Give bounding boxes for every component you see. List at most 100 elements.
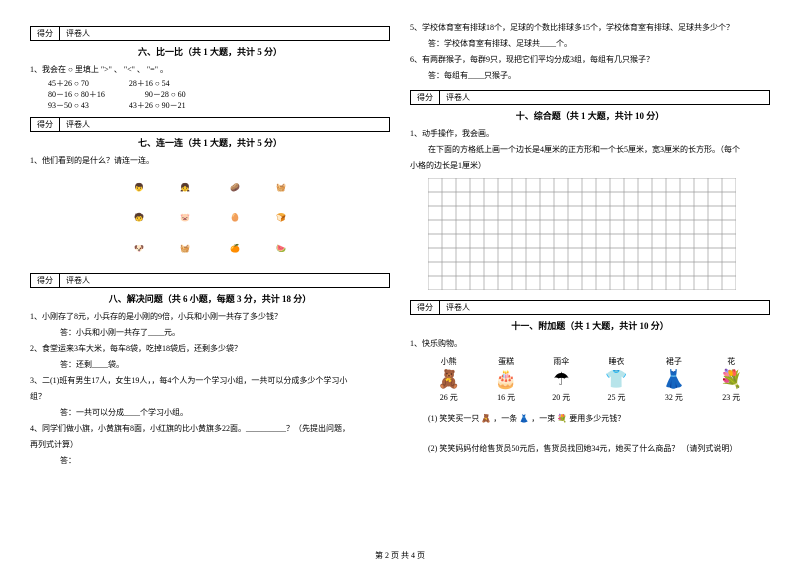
q11-sub1: (1) 笑笑买一只 🧸 ，一条 👗 ，一束 💐 要用多少元钱？ — [410, 413, 770, 425]
section-6-title: 六、比一比（共 1 大题，共计 5 分） — [30, 45, 390, 58]
page-footer: 第 2 页 共 4 页 — [0, 548, 800, 565]
shop-item-icon: 🧸 — [437, 369, 459, 390]
score-box-7: 得分 评卷人 — [30, 117, 390, 132]
match-icon: 🐶 — [117, 234, 161, 263]
page-body: 得分 评卷人 六、比一比（共 1 大题，共计 5 分） 1、我会在 ○ 里填上 … — [0, 0, 800, 548]
q8-4b: 再列式计算） — [30, 439, 390, 451]
q11-stem: 1、快乐购物。 — [410, 338, 770, 350]
section-7-title: 七、连一连（共 1 大题，共计 5 分） — [30, 136, 390, 149]
inline-icon: 🧸 — [481, 414, 491, 423]
inline-icon: 💐 — [557, 414, 567, 423]
score-label: 得分 — [31, 118, 60, 131]
expr: 45＋26 ○ 70 — [48, 78, 89, 89]
q6-row1: 45＋26 ○ 70 28＋16 ○ 54 — [30, 78, 390, 89]
q8-3b: 组？ — [30, 391, 390, 403]
r-q6-ans: 答：每组有____只猴子。 — [410, 70, 770, 82]
expr: 90－28 ○ 60 — [145, 89, 186, 100]
score-box-6: 得分 评卷人 — [30, 26, 390, 41]
q10-l1: 在下面的方格纸上画一个边长是4厘米的正方形和一个长5厘米，宽3厘米的长方形。（每… — [410, 144, 770, 156]
match-icon: 🍊 — [213, 234, 257, 263]
score-box-8: 得分 评卷人 — [30, 273, 390, 288]
right-column: 5、学校体育室有排球18个，足球的个数比排球多15个，学校体育室有排球、足球共多… — [410, 20, 770, 544]
match-icon: 👦 — [117, 173, 161, 202]
score-box-10: 得分 评卷人 — [410, 90, 770, 105]
q7-right-cluster: 🥔 🧺 🥚 🍞 🍊 🍉 — [213, 173, 303, 263]
q8-1-ans: 答：小兵和小刚一共存了____元。 — [30, 327, 390, 339]
q7-left-cluster: 👦 👧 🧒 🐷 🐶 🧺 — [117, 173, 207, 263]
grid-paper — [428, 178, 736, 290]
r-q5: 5、学校体育室有排球18个，足球的个数比排球多15个，学校体育室有排球、足球共多… — [410, 22, 770, 34]
score-label: 得分 — [411, 91, 440, 104]
shop-item-name: 睡衣 — [608, 356, 624, 367]
q7-stem: 1、他们看到的是什么？请连一连。 — [30, 155, 390, 167]
text: ，一条 — [493, 414, 517, 423]
shop-item-icon: ☂ — [553, 369, 569, 390]
shop-item-price: 26 元 — [440, 392, 458, 403]
expr: 28＋16 ○ 54 — [129, 78, 170, 89]
shop-item-name: 蛋糕 — [498, 356, 514, 367]
match-icon: 🍉 — [259, 234, 303, 263]
section-8-title: 八、解决问题（共 6 小题，每题 3 分，共计 18 分） — [30, 292, 390, 305]
match-icon: 🧒 — [117, 204, 161, 233]
shop-item-price: 20 元 — [552, 392, 570, 403]
q6-row2: 80－16 ○ 80＋16 90－28 ○ 60 — [30, 89, 390, 100]
shop-item-price: 32 元 — [665, 392, 683, 403]
reviewer-label: 评卷人 — [60, 27, 96, 40]
shop-item-icon: 👕 — [605, 369, 627, 390]
r-q6: 6、有两群猴子，每群9只，现把它们平均分成3组，每组有几只猴子？ — [410, 54, 770, 66]
shop-item-icon: 💐 — [720, 369, 742, 390]
q7-image: 👦 👧 🧒 🐷 🐶 🧺 🥔 🧺 🥚 🍞 🍊 🍉 — [110, 173, 310, 263]
section-11-title: 十一、附加题（共 1 大题，共计 10 分） — [410, 319, 770, 332]
q10-l2: 小格的边长是1厘米） — [410, 160, 770, 172]
match-icon: 🧺 — [163, 234, 207, 263]
shop-item-name: 花 — [727, 356, 735, 367]
match-icon: 👧 — [163, 173, 207, 202]
match-icon: 🐷 — [163, 204, 207, 233]
shop-item: 花 💐 23 元 — [720, 356, 742, 403]
score-label: 得分 — [31, 274, 60, 287]
shop-item-name: 裙子 — [666, 356, 682, 367]
reviewer-label: 评卷人 — [440, 91, 476, 104]
shop-item-name: 小熊 — [441, 356, 457, 367]
expr: 80－16 ○ 80＋16 — [48, 89, 105, 100]
match-icon: 🥚 — [213, 204, 257, 233]
section-10-title: 十、综合题（共 1 大题，共计 10 分） — [410, 109, 770, 122]
r-q5-ans: 答：学校体育室有排球、足球共____个。 — [410, 38, 770, 50]
score-label: 得分 — [31, 27, 60, 40]
score-box-11: 得分 评卷人 — [410, 300, 770, 315]
q8-4a: 4、同学们做小旗，小黄旗有8面，小红旗的比小黄旗多22面。__________？… — [30, 423, 390, 435]
shop-item: 蛋糕 🎂 16 元 — [495, 356, 517, 403]
text: (1) 笑笑买一只 — [428, 414, 479, 423]
shop-item-name: 雨伞 — [553, 356, 569, 367]
q8-3-ans: 答：一共可以分成____个学习小组。 — [30, 407, 390, 419]
text: 要用多少元钱？ — [569, 414, 625, 423]
q8-1: 1、小刚存了8元，小兵存的是小刚的9倍，小兵和小刚一共存了多少钱？ — [30, 311, 390, 323]
q8-3a: 3、二(1)班有男生17人，女生19人，，每4个人为一个学习小组，一共可以分成多… — [30, 375, 390, 387]
shop-row: 小熊 🧸 26 元 蛋糕 🎂 16 元 雨伞 ☂ 20 元 睡衣 👕 25 元 裙子 👗 32 元 花 💐 23 … — [410, 356, 770, 403]
shop-item-price: 23 元 — [722, 392, 740, 403]
reviewer-label: 评卷人 — [60, 274, 96, 287]
shop-item: 睡衣 👕 25 元 — [605, 356, 627, 403]
reviewer-label: 评卷人 — [60, 118, 96, 131]
shop-item: 小熊 🧸 26 元 — [437, 356, 459, 403]
match-icon: 🥔 — [213, 173, 257, 202]
shop-item: 裙子 👗 32 元 — [663, 356, 685, 403]
shop-item-icon: 🎂 — [495, 369, 517, 390]
q6-row3: 93－50 ○ 43 43＋26 ○ 90－21 — [30, 100, 390, 111]
shop-item-icon: 👗 — [663, 369, 685, 390]
left-column: 得分 评卷人 六、比一比（共 1 大题，共计 5 分） 1、我会在 ○ 里填上 … — [30, 20, 390, 544]
shop-item-price: 25 元 — [607, 392, 625, 403]
expr: 43＋26 ○ 90－21 — [129, 100, 186, 111]
match-icon: 🧺 — [259, 173, 303, 202]
match-icon: 🍞 — [259, 204, 303, 233]
q6-stem: 1、我会在 ○ 里填上 ">" 、 "<" 、 "=" 。 — [30, 64, 390, 76]
shop-item: 雨伞 ☂ 20 元 — [552, 356, 570, 403]
q8-2-ans: 答：还剩____袋。 — [30, 359, 390, 371]
text: ，一束 — [531, 414, 555, 423]
inline-icon: 👗 — [519, 414, 529, 423]
q8-4-ans: 答： — [30, 455, 390, 467]
q11-sub2: (2) 笑笑妈妈付给售货员50元后，售货员找回她34元，她买了什么商品？ （请列… — [410, 443, 770, 455]
shop-item-price: 16 元 — [497, 392, 515, 403]
expr: 93－50 ○ 43 — [48, 100, 89, 111]
q10-stem: 1、动手操作，我会画。 — [410, 128, 770, 140]
